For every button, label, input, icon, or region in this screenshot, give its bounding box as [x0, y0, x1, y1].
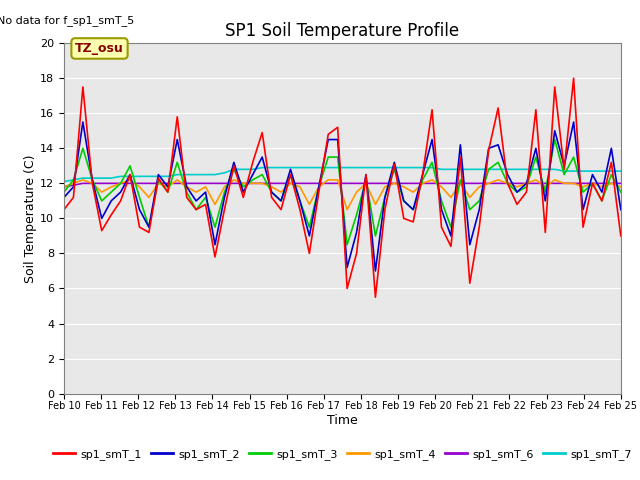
Legend: sp1_smT_1, sp1_smT_2, sp1_smT_3, sp1_smT_4, sp1_smT_6, sp1_smT_7: sp1_smT_1, sp1_smT_2, sp1_smT_3, sp1_smT… — [48, 444, 637, 465]
Text: TZ_osu: TZ_osu — [75, 42, 124, 55]
Text: No data for f_sp1_smT_5: No data for f_sp1_smT_5 — [0, 15, 134, 26]
Title: SP1 Soil Temperature Profile: SP1 Soil Temperature Profile — [225, 22, 460, 40]
Y-axis label: Soil Temperature (C): Soil Temperature (C) — [24, 154, 37, 283]
X-axis label: Time: Time — [327, 414, 358, 427]
